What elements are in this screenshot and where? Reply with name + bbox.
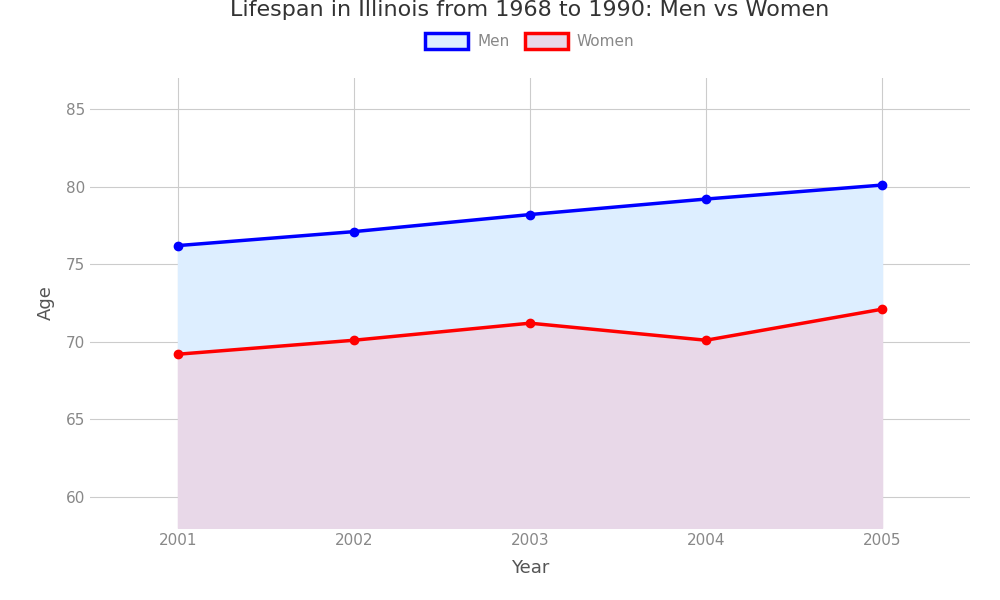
Legend: Men, Women: Men, Women (419, 27, 641, 55)
X-axis label: Year: Year (511, 559, 549, 577)
Title: Lifespan in Illinois from 1968 to 1990: Men vs Women: Lifespan in Illinois from 1968 to 1990: … (230, 0, 830, 19)
Y-axis label: Age: Age (37, 286, 55, 320)
